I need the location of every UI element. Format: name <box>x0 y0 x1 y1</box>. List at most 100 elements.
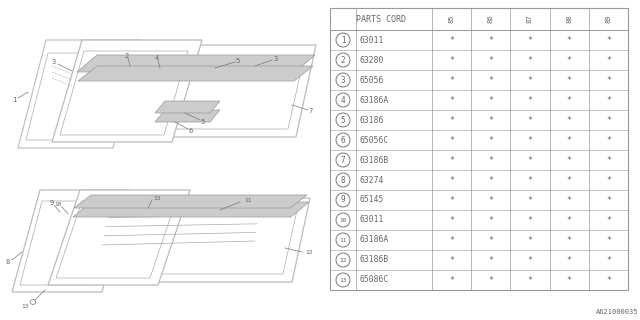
Text: *: * <box>488 156 493 164</box>
Polygon shape <box>155 101 220 113</box>
Text: *: * <box>488 116 493 124</box>
Text: 3: 3 <box>340 76 346 84</box>
Text: *: * <box>606 135 611 145</box>
Text: 5: 5 <box>236 58 240 64</box>
Text: 86: 86 <box>488 15 494 23</box>
Text: *: * <box>566 95 572 105</box>
Text: *: * <box>488 135 493 145</box>
Text: 63186: 63186 <box>359 116 383 124</box>
Text: 65086C: 65086C <box>359 276 388 284</box>
Text: *: * <box>527 196 532 204</box>
Text: 3: 3 <box>274 56 278 62</box>
Text: *: * <box>488 36 493 44</box>
Text: *: * <box>527 55 532 65</box>
Polygon shape <box>74 195 307 208</box>
Text: 7: 7 <box>309 108 313 114</box>
Text: 2: 2 <box>340 55 346 65</box>
Text: 13: 13 <box>21 303 29 308</box>
Text: 10: 10 <box>339 218 347 222</box>
Text: *: * <box>449 135 454 145</box>
Text: *: * <box>606 95 611 105</box>
Text: 8: 8 <box>340 175 346 185</box>
Polygon shape <box>72 198 310 282</box>
Text: *: * <box>566 175 572 185</box>
Text: 13: 13 <box>153 196 161 201</box>
Text: 9: 9 <box>50 200 54 206</box>
Text: *: * <box>566 135 572 145</box>
Text: *: * <box>566 196 572 204</box>
Polygon shape <box>77 55 315 72</box>
Text: *: * <box>449 255 454 265</box>
Text: *: * <box>488 95 493 105</box>
Text: *: * <box>606 196 611 204</box>
Text: *: * <box>527 95 532 105</box>
Bar <box>330 8 628 290</box>
Text: *: * <box>449 156 454 164</box>
Text: 12: 12 <box>305 251 312 255</box>
Text: PARTS CORD: PARTS CORD <box>356 14 406 23</box>
Text: *: * <box>527 76 532 84</box>
Text: 63186B: 63186B <box>359 156 388 164</box>
Text: *: * <box>606 76 611 84</box>
Text: *: * <box>488 55 493 65</box>
Text: *: * <box>527 135 532 145</box>
Text: 4: 4 <box>155 55 159 61</box>
Text: 7: 7 <box>340 156 346 164</box>
Text: 88: 88 <box>566 15 572 23</box>
Text: 63186A: 63186A <box>359 236 388 244</box>
Polygon shape <box>76 45 316 137</box>
Text: *: * <box>488 196 493 204</box>
Text: *: * <box>606 36 611 44</box>
Text: 13: 13 <box>339 277 347 283</box>
Text: *: * <box>606 55 611 65</box>
Text: *: * <box>449 215 454 225</box>
Text: 87: 87 <box>527 15 533 23</box>
Text: 65056: 65056 <box>359 76 383 84</box>
Text: *: * <box>449 276 454 284</box>
Text: 1: 1 <box>340 36 346 44</box>
Polygon shape <box>73 202 309 217</box>
Text: *: * <box>449 116 454 124</box>
Text: A621000035: A621000035 <box>595 309 638 315</box>
Polygon shape <box>155 110 220 122</box>
Text: 89: 89 <box>605 15 611 23</box>
Text: 65145: 65145 <box>359 196 383 204</box>
Text: *: * <box>449 236 454 244</box>
Text: *: * <box>488 215 493 225</box>
Text: 10: 10 <box>54 203 61 207</box>
Text: 63274: 63274 <box>359 175 383 185</box>
Text: 85: 85 <box>449 15 454 23</box>
Text: *: * <box>606 276 611 284</box>
Text: *: * <box>566 116 572 124</box>
Text: *: * <box>488 76 493 84</box>
Text: *: * <box>488 276 493 284</box>
Text: *: * <box>527 116 532 124</box>
Text: *: * <box>566 156 572 164</box>
Text: 12: 12 <box>339 258 347 262</box>
Text: *: * <box>527 276 532 284</box>
Text: 11: 11 <box>339 237 347 243</box>
Polygon shape <box>12 190 130 292</box>
Text: 3: 3 <box>52 59 56 65</box>
Text: *: * <box>566 76 572 84</box>
Text: 63186B: 63186B <box>359 255 388 265</box>
Text: 63280: 63280 <box>359 55 383 65</box>
Text: *: * <box>488 175 493 185</box>
Text: 65056C: 65056C <box>359 135 388 145</box>
Polygon shape <box>18 40 141 148</box>
Text: *: * <box>449 196 454 204</box>
Text: 6: 6 <box>189 128 193 134</box>
Polygon shape <box>52 40 202 142</box>
Text: 11: 11 <box>244 197 252 203</box>
Text: *: * <box>606 156 611 164</box>
Text: *: * <box>606 255 611 265</box>
Text: *: * <box>488 236 493 244</box>
Text: 5: 5 <box>201 119 205 125</box>
Text: 8: 8 <box>6 259 10 265</box>
Text: *: * <box>566 236 572 244</box>
Text: 2: 2 <box>125 53 129 59</box>
Text: *: * <box>449 95 454 105</box>
Text: *: * <box>449 55 454 65</box>
Text: 5: 5 <box>340 116 346 124</box>
Text: *: * <box>527 255 532 265</box>
